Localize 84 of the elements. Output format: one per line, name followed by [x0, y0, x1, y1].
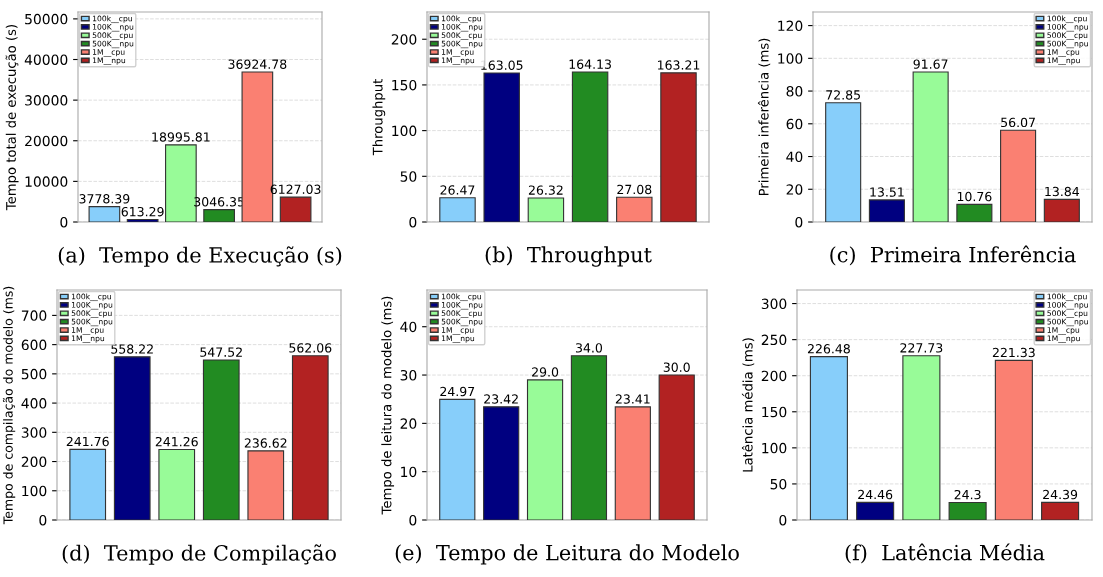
- y-tick-label: 0: [60, 216, 68, 228]
- data-label: 221.33: [992, 347, 1035, 358]
- data-label: 91.67: [913, 59, 948, 69]
- data-label: 29.0: [532, 367, 559, 377]
- y-tick-label: 300: [21, 427, 47, 438]
- data-label: 3778.39: [79, 194, 130, 204]
- y-tick-label: 120: [778, 20, 803, 32]
- y-tick-label: 400: [21, 398, 47, 409]
- y-tick-label: 10: [401, 466, 417, 478]
- data-label: 227.73: [900, 343, 943, 353]
- y-tick-label: 40000: [24, 54, 68, 65]
- data-label: 72.85: [826, 90, 860, 100]
- y-tick-label: 100: [762, 442, 787, 454]
- y-tick-label: 50: [400, 171, 417, 182]
- data-label: 27.08: [617, 184, 652, 195]
- data-label: 226.48: [807, 344, 850, 354]
- y-tick-label: 60: [786, 118, 803, 130]
- y-axis-title: Tempo de compilação do modelo (ms): [2, 286, 16, 525]
- y-tick-label: 0: [795, 216, 803, 228]
- y-tick-label: 0: [779, 514, 787, 526]
- data-label: 547.52: [200, 347, 242, 357]
- y-tick-label: 300: [761, 298, 787, 310]
- y-tick-label: 0: [39, 514, 47, 526]
- data-label: 56.07: [1001, 117, 1035, 128]
- y-tick-label: 20: [786, 184, 803, 195]
- y-tick-label: 600: [21, 339, 47, 351]
- y-axis-title: Tempo total de execução (s): [5, 25, 19, 211]
- y-tick-label: 500: [21, 368, 47, 380]
- y-tick-label: 50000: [25, 13, 68, 25]
- y-tick-label: 20000: [25, 135, 68, 147]
- data-label: 24.39: [1043, 489, 1078, 500]
- data-label: 23.41: [615, 394, 650, 404]
- x-axis-title: (c) Primeira Inferência: [830, 245, 1076, 266]
- y-axis-title: Primeira inferência (ms): [757, 38, 771, 196]
- y-axis-title: Tempo de leitura do modelo (ms): [381, 296, 395, 515]
- data-label: 24.97: [440, 386, 475, 397]
- data-label: 24.3: [954, 489, 981, 500]
- data-label: 34.0: [575, 343, 603, 353]
- data-label: 613.29: [121, 206, 164, 217]
- data-label: 10.76: [957, 191, 992, 202]
- y-tick-label: 100: [22, 485, 47, 497]
- y-tick-label: 10000: [25, 176, 68, 187]
- data-label: 26.32: [528, 185, 563, 195]
- y-tick-label: 150: [762, 406, 787, 418]
- data-label: 23.42: [484, 394, 518, 404]
- data-label: 36924.78: [228, 59, 287, 69]
- data-label: 30.0: [663, 362, 690, 372]
- x-axis-title: (d) Tempo de Compilação: [62, 544, 336, 565]
- y-tick-label: 80: [786, 86, 803, 97]
- data-label: 236.62: [244, 438, 287, 448]
- data-label: 13.84: [1045, 186, 1080, 197]
- data-label: 164.13: [569, 59, 611, 69]
- data-label: 26.47: [440, 185, 475, 195]
- data-label: 163.05: [481, 60, 523, 70]
- data-label: 562.06: [289, 343, 332, 353]
- y-tick-label: 20: [400, 418, 417, 429]
- data-label: 163.21: [658, 60, 700, 70]
- data-label: 241.76: [66, 436, 109, 447]
- x-axis-title: (f) Latência Média: [845, 543, 1045, 564]
- y-tick-label: 100: [392, 125, 417, 137]
- y-tick-label: 200: [21, 456, 47, 468]
- y-tick-label: 0: [409, 216, 417, 228]
- y-axis-title: Latência média (ms): [741, 338, 755, 472]
- y-tick-label: 40: [786, 151, 803, 162]
- data-label: 18995.81: [152, 132, 210, 142]
- y-tick-label: 200: [761, 370, 787, 382]
- y-axis-title: Throughput: [372, 79, 386, 156]
- x-axis-title: (a) Tempo de Execução (s): [58, 246, 342, 267]
- y-tick-label: 30000: [25, 95, 68, 106]
- y-tick-label: 700: [21, 310, 47, 321]
- y-tick-label: 100: [778, 53, 803, 64]
- y-tick-label: 0: [409, 514, 417, 526]
- y-tick-label: 150: [392, 79, 417, 91]
- y-tick-label: 40: [400, 321, 417, 333]
- data-label: 558.22: [111, 344, 153, 354]
- y-tick-label: 50: [770, 478, 787, 490]
- y-tick-label: 250: [761, 334, 787, 346]
- y-tick-label: 30: [400, 370, 417, 381]
- data-label: 241.26: [155, 436, 198, 447]
- x-axis-title: (b) Throughput: [485, 246, 652, 267]
- data-label: 24.46: [858, 489, 893, 500]
- data-label: 13.51: [870, 187, 904, 197]
- y-tick-label: 200: [391, 34, 417, 45]
- x-axis-title: (e) Tempo de Leitura do Modelo: [395, 544, 739, 565]
